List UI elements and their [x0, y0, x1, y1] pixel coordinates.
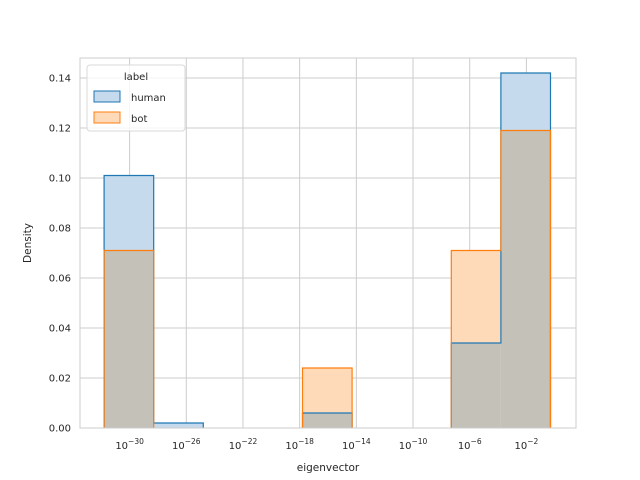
bot-bar [302, 368, 353, 413]
plot-border [79, 57, 577, 429]
x-tick-label: 10−26 [172, 437, 201, 452]
legend-title: label [124, 72, 148, 83]
human-bar [104, 175, 154, 251]
outline-bot [103, 129, 552, 428]
y-tick-label: 0.06 [49, 274, 71, 285]
bot-bar [451, 250, 501, 343]
y-tick-label: 0.14 [49, 74, 71, 85]
legend: label human bot [86, 64, 186, 132]
x-tick-label: 10−2 [515, 437, 539, 452]
x-tick-label: 10−22 [229, 437, 258, 452]
histogram-outlines [103, 72, 552, 428]
histogram-bars [104, 73, 551, 428]
x-tick-labels: 10−30 10−26 10−22 10−18 10−14 10−10 10−6 10−2 [115, 437, 538, 452]
x-tick-label: 10−30 [115, 437, 144, 452]
legend-label-bot: bot [131, 114, 147, 125]
y-tick-label: 0.08 [49, 224, 71, 235]
legend-swatch-bot [93, 111, 121, 124]
y-tick-label: 0.00 [49, 424, 71, 435]
y-tick-labels: 0.00 0.02 0.04 0.06 0.08 0.10 0.12 0.14 [49, 74, 71, 435]
y-tick-label: 0.04 [49, 324, 71, 335]
x-axis-label: eigenvector [297, 462, 360, 474]
y-tick-label: 0.12 [49, 124, 71, 135]
y-tick-label: 0.10 [49, 174, 71, 185]
y-tick-label: 0.02 [49, 374, 71, 385]
y-axis-label: Density [22, 223, 34, 263]
human-bar [500, 73, 551, 131]
x-tick-label: 10−6 [458, 437, 482, 452]
x-tick-label: 10−10 [399, 437, 428, 452]
legend-label-human: human [131, 93, 166, 104]
overlap-bar [451, 343, 501, 428]
x-tick-label: 10−18 [285, 437, 314, 452]
human-bar [153, 423, 204, 428]
legend-swatch-human [93, 90, 121, 103]
overlap-bar [500, 130, 551, 428]
x-tick-label: 10−14 [342, 437, 371, 452]
overlap-bar [104, 250, 154, 428]
overlap-bar [302, 413, 353, 428]
